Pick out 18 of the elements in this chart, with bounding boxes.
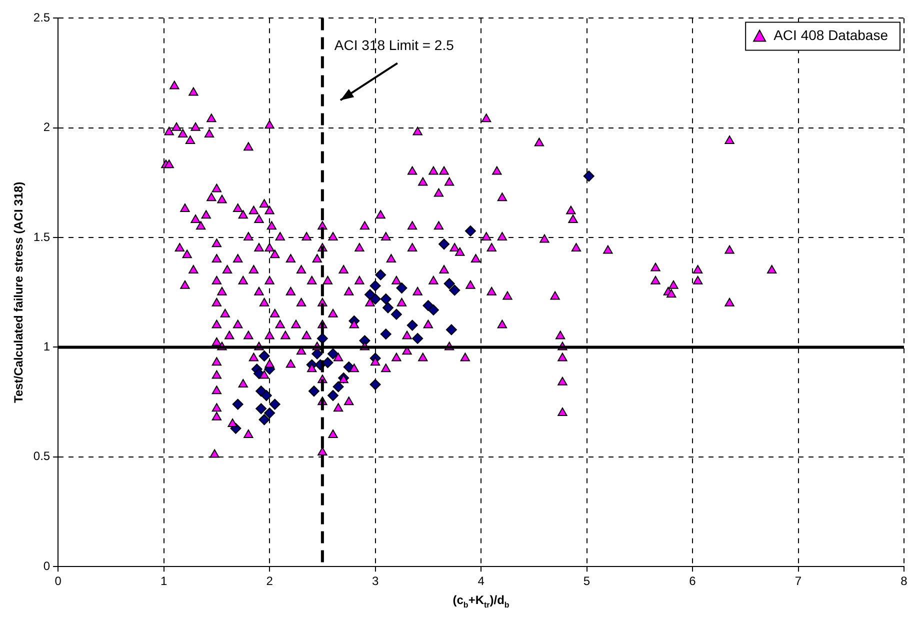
y-tick-label: 1: [43, 340, 50, 354]
x-tick-label: 8: [900, 574, 908, 588]
y-tick-label: 2.5: [33, 10, 50, 25]
x-tick-label: 2: [266, 574, 274, 588]
x-tick-label: 0: [54, 574, 62, 588]
y-axis-title: Test/Calculated failure stress (ACI 318): [12, 182, 26, 403]
x-tick-label: 5: [583, 574, 590, 588]
y-tick-label: 0: [43, 558, 50, 573]
legend-label: ACI 408 Database: [774, 27, 888, 44]
y-tick-label: 0.5: [33, 449, 50, 464]
x-tick-label: 6: [689, 574, 696, 588]
ref-line-label: ACI 318 Limit = 2.5: [334, 37, 454, 54]
x-tick-label: 3: [372, 574, 379, 588]
x-tick-label: 7: [794, 574, 802, 588]
x-tick-label: 1: [160, 574, 168, 588]
y-tick-label: 1.5: [33, 230, 50, 244]
y-tick-label: 2: [43, 120, 50, 134]
x-tick-label: 4: [478, 574, 485, 588]
